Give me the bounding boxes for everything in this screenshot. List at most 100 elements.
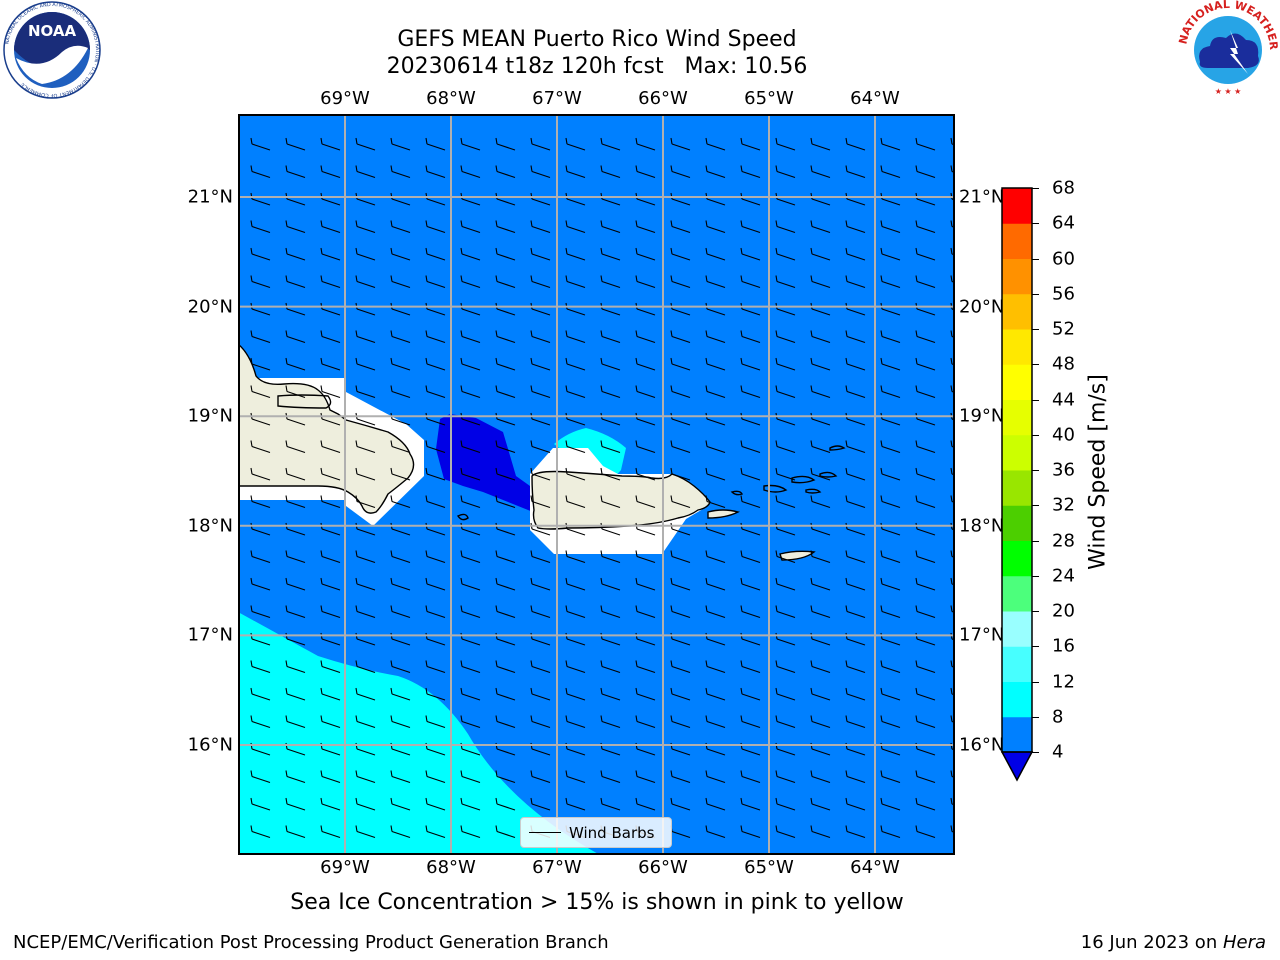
wind-barb (390, 275, 411, 289)
wind-barb (425, 660, 446, 674)
wind-barb (915, 577, 936, 591)
legend-label: Wind Barbs (569, 823, 655, 842)
wind-barb (915, 275, 936, 289)
wind-barb (845, 220, 866, 234)
lon-tick-bottom: 69°W (320, 857, 370, 878)
wind-barb (635, 137, 656, 151)
colorbar-tick: 60 (1052, 248, 1075, 269)
wind-barb (600, 385, 621, 399)
wind-barb (705, 825, 726, 839)
wind-barb (390, 550, 411, 564)
wind-barb (320, 275, 341, 289)
nws-logo: NATIONAL WEATHER SERVICE ★ ★ ★ (1178, 0, 1278, 98)
wind-barb (285, 797, 306, 811)
lat-tick-right: 16°N (959, 734, 1005, 756)
wind-barb (775, 797, 796, 811)
wind-barb (250, 467, 271, 481)
colorbar-tick-mark (1032, 681, 1039, 683)
wind-barb (600, 440, 621, 454)
wind-barb (740, 137, 761, 151)
lat-tick-right: 21°N (959, 186, 1005, 208)
wind-barb (775, 440, 796, 454)
wind-barb (705, 550, 726, 564)
wind-barb (600, 605, 621, 619)
wind-barb (670, 660, 691, 674)
wind-barb (670, 715, 691, 729)
wind-barb (530, 797, 551, 811)
wind-barb (320, 330, 341, 344)
wind-barb (950, 467, 955, 476)
wind-barb (880, 165, 901, 179)
lon-tick-top: 69°W (320, 88, 370, 109)
wind-barb (495, 467, 516, 481)
colorbar-tick-mark (1032, 258, 1039, 260)
lat-tick-left: 18°N (187, 515, 233, 537)
wind-barb (390, 715, 411, 729)
wind-barb (565, 797, 586, 811)
wind-barb (355, 797, 376, 811)
wind-barb (635, 770, 656, 784)
wind-barb (565, 165, 586, 179)
wind-barb (530, 605, 551, 619)
wind-barb (915, 385, 936, 399)
colorbar-tick-mark (1032, 188, 1039, 189)
wind-barb (355, 137, 376, 151)
wind-barb (285, 220, 306, 234)
wind-barb (425, 687, 446, 701)
lon-tick-top: 68°W (426, 88, 476, 109)
footer-date: 16 Jun 2023 on Hera (1081, 932, 1266, 953)
wind-barb (810, 385, 831, 399)
wind-barb (950, 385, 955, 394)
wind-below-4-region (436, 414, 533, 512)
wind-barb (670, 275, 691, 289)
wind-barb (250, 687, 271, 701)
wind-barb (670, 330, 691, 344)
wind-barb (845, 770, 866, 784)
wind-barb (250, 577, 271, 591)
wind-barb (320, 495, 341, 509)
wind-barb (635, 797, 656, 811)
wind-barb (565, 357, 586, 371)
wind-barb (355, 467, 376, 481)
wind-barb (565, 605, 586, 619)
wind-barb (250, 440, 271, 454)
wind-barb (740, 687, 761, 701)
wind-barb (705, 770, 726, 784)
wind-barb (810, 137, 831, 151)
wind-barb (705, 440, 726, 454)
wind-barb (880, 495, 901, 509)
wind-barb (810, 825, 831, 839)
wind-barb (915, 247, 936, 261)
wind-barb (775, 715, 796, 729)
wind-barb (915, 220, 936, 234)
wind-barb (705, 247, 726, 261)
wind-barb (390, 660, 411, 674)
wind-barb (250, 550, 271, 564)
lat-tick-left: 21°N (187, 186, 233, 208)
wind-barb (810, 770, 831, 784)
wind-barb (705, 797, 726, 811)
colorbar-label: Wind Speed [m/s] (1085, 374, 1111, 570)
colorbar-tick: 20 (1052, 600, 1075, 622)
colorbar-tick: 32 (1052, 494, 1075, 516)
graticule (238, 114, 955, 855)
wind-barb (635, 165, 656, 179)
wind-barb (845, 275, 866, 289)
noaa-logo-label: NOAA (28, 22, 77, 40)
wind-barb (950, 247, 955, 256)
wind-barb (740, 275, 761, 289)
wind-barb (320, 715, 341, 729)
wind-barb (390, 220, 411, 234)
wind-barb (880, 440, 901, 454)
wind-barb (810, 715, 831, 729)
wind-barb (495, 715, 516, 729)
wind-barb (950, 165, 955, 174)
lat-tick-left: 19°N (187, 405, 233, 427)
wind-barb (880, 797, 901, 811)
wind-barb (495, 605, 516, 619)
wind-barb (425, 357, 446, 371)
lat-tick-right: 18°N (959, 515, 1005, 537)
wind-barb (495, 495, 516, 509)
wind-barb (460, 275, 481, 289)
noaa-logo: NOAA NATIONAL OCEANIC AND ATMOSPHERIC AD… (3, 1, 101, 99)
